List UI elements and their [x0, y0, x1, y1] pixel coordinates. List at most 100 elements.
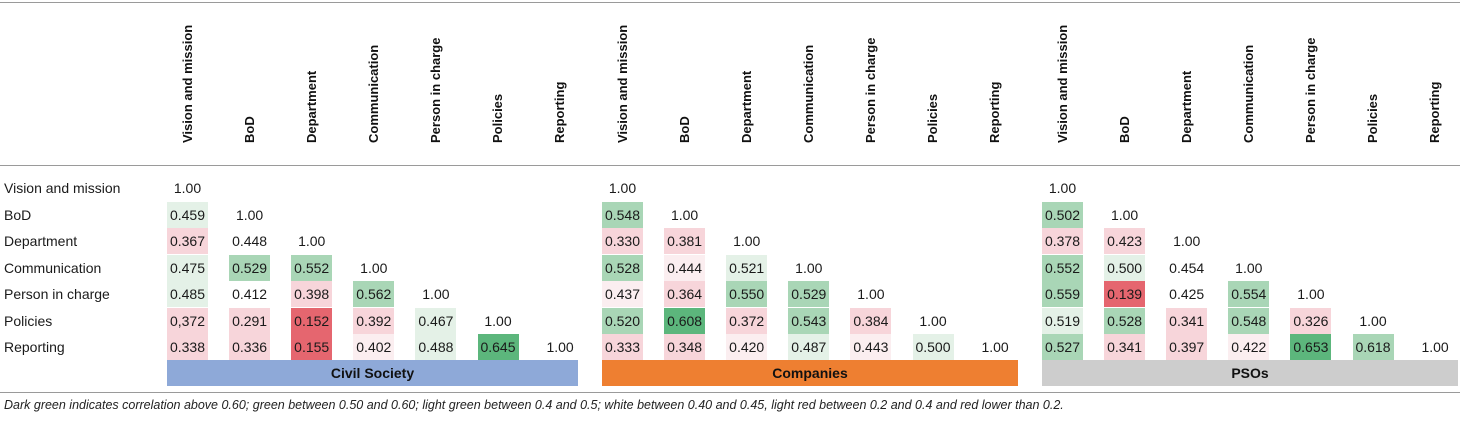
correlation-cell: 0.448 — [229, 228, 271, 254]
correlation-cell: 0.372 — [726, 307, 768, 334]
correlation-cell: 0.422 — [1228, 334, 1270, 360]
row-label: BoD — [4, 206, 32, 223]
correlation-cell: 0.330 — [602, 228, 643, 254]
correlation-cell: 1.00 — [1352, 307, 1394, 334]
correlation-cell: 0.608 — [664, 307, 706, 334]
column-header-label: BoD — [1116, 116, 1132, 143]
correlation-cell: 0.562 — [353, 281, 395, 307]
correlation-cell: 0,372 — [167, 307, 208, 334]
correlation-cell: 0.475 — [167, 254, 208, 281]
column-header-label: Policies — [490, 93, 505, 143]
row-label: Department — [4, 233, 78, 249]
correlation-cell: 0.333 — [602, 334, 643, 360]
column-header: Policies — [483, 8, 513, 158]
correlation-cell: 0.444 — [664, 254, 706, 281]
correlation-cell: 1.00 — [1290, 281, 1332, 307]
header-bottom-rule — [0, 165, 1460, 166]
correlation-cell: 0.550 — [726, 281, 768, 307]
correlation-cell: 0.423 — [1104, 228, 1146, 254]
row-label: Vision and mission — [4, 180, 121, 196]
correlation-cell: 0.139 — [1104, 281, 1146, 307]
group-band-companies: Companies — [602, 360, 1018, 386]
correlation-cell: 0.529 — [788, 281, 830, 307]
correlation-cell: 0.384 — [850, 307, 892, 334]
correlation-cell: 0.459 — [167, 201, 208, 228]
column-header-label: BoD — [241, 116, 257, 143]
correlation-cell: 0.548 — [602, 201, 643, 228]
correlation-cell: 1.00 — [229, 201, 271, 228]
column-header: Communication — [1234, 8, 1264, 158]
correlation-cell: 1.00 — [1166, 228, 1208, 254]
column-header-label: Vision and mission — [614, 24, 630, 143]
correlation-cell: 0.437 — [602, 281, 643, 307]
correlation-cell: 0.552 — [291, 254, 333, 281]
correlation-cell: 0.487 — [788, 334, 830, 360]
correlation-cell: 0.152 — [291, 307, 333, 334]
column-header: Reporting — [545, 8, 575, 158]
correlation-cell: 1.00 — [1104, 201, 1146, 228]
table-bottom-rule — [0, 392, 1460, 393]
correlation-cell: 0.412 — [229, 281, 271, 307]
correlation-cell: 1.00 — [664, 201, 706, 228]
correlation-cell: 1.00 — [788, 254, 830, 281]
group-band-civil-society: Civil Society — [167, 360, 578, 386]
correlation-cell: 0.338 — [167, 334, 208, 360]
correlation-cell: 1.00 — [912, 307, 954, 334]
column-header-label: Reporting — [1427, 81, 1443, 143]
top-rule — [0, 2, 1460, 3]
correlation-cell: 0.521 — [726, 254, 768, 281]
correlation-cell: 0.378 — [1042, 228, 1083, 254]
correlation-cell: 0.326 — [1290, 307, 1332, 334]
correlation-cell: 1.00 — [167, 175, 208, 201]
column-header: Communication — [359, 8, 389, 158]
correlation-cell: 0.543 — [788, 307, 830, 334]
correlation-cell: 0.341 — [1166, 307, 1208, 334]
correlation-cell: 0.519 — [1042, 307, 1083, 334]
column-header-label: Vision and mission — [1054, 24, 1070, 143]
column-header-label: Person in charge — [1302, 37, 1318, 143]
correlation-cell: 1.00 — [353, 254, 395, 281]
correlation-cell: 1.00 — [291, 228, 333, 254]
correlation-cell: 0.500 — [912, 334, 954, 360]
column-header-label: BoD — [676, 116, 692, 143]
column-header-label: Policies — [1365, 93, 1380, 143]
correlation-cell: 0.500 — [1104, 254, 1146, 281]
column-header-label: Policies — [925, 93, 940, 143]
column-header-label: Department — [1178, 70, 1194, 143]
column-header: Person in charge — [1296, 8, 1326, 158]
correlation-cell: 0.559 — [1042, 281, 1083, 307]
column-header: Vision and mission — [1048, 8, 1078, 158]
column-header: BoD — [670, 8, 700, 158]
column-header: Person in charge — [856, 8, 886, 158]
row-label: Reporting — [4, 339, 65, 355]
column-header-label: Department — [738, 70, 754, 143]
correlation-cell: 0.381 — [664, 228, 706, 254]
row-label: Policies — [4, 312, 53, 329]
column-header: Department — [1172, 8, 1202, 158]
correlation-cell: 1.00 — [1228, 254, 1270, 281]
column-header: Reporting — [980, 8, 1010, 158]
correlation-cell: 0.485 — [167, 281, 208, 307]
column-header-label: Reporting — [987, 81, 1003, 143]
correlation-cell: 1.00 — [726, 228, 768, 254]
column-header: Vision and mission — [608, 8, 638, 158]
group-band-psos: PSOs — [1042, 360, 1458, 386]
correlation-cell: 0.645 — [477, 334, 519, 360]
correlation-cell: 0.392 — [353, 307, 395, 334]
column-header-label: Vision and mission — [179, 24, 195, 143]
column-header: Department — [297, 8, 327, 158]
correlation-cell: 0.364 — [664, 281, 706, 307]
column-header-label: Communication — [800, 44, 816, 143]
correlation-cell: 0.397 — [1166, 334, 1208, 360]
column-header: Policies — [918, 8, 948, 158]
footnote: Dark green indicates correlation above 0… — [4, 398, 1064, 412]
correlation-cell: 0.348 — [664, 334, 706, 360]
correlation-cell: 0.502 — [1042, 201, 1083, 228]
correlation-cell: 0.653 — [1290, 334, 1332, 360]
correlation-cell: 0.398 — [291, 281, 333, 307]
correlation-cell: 0.529 — [229, 254, 271, 281]
correlation-cell: 1.00 — [850, 281, 892, 307]
column-header: BoD — [1110, 8, 1140, 158]
correlation-cell: 1.00 — [539, 334, 581, 360]
correlation-cell: 1.00 — [477, 307, 519, 334]
